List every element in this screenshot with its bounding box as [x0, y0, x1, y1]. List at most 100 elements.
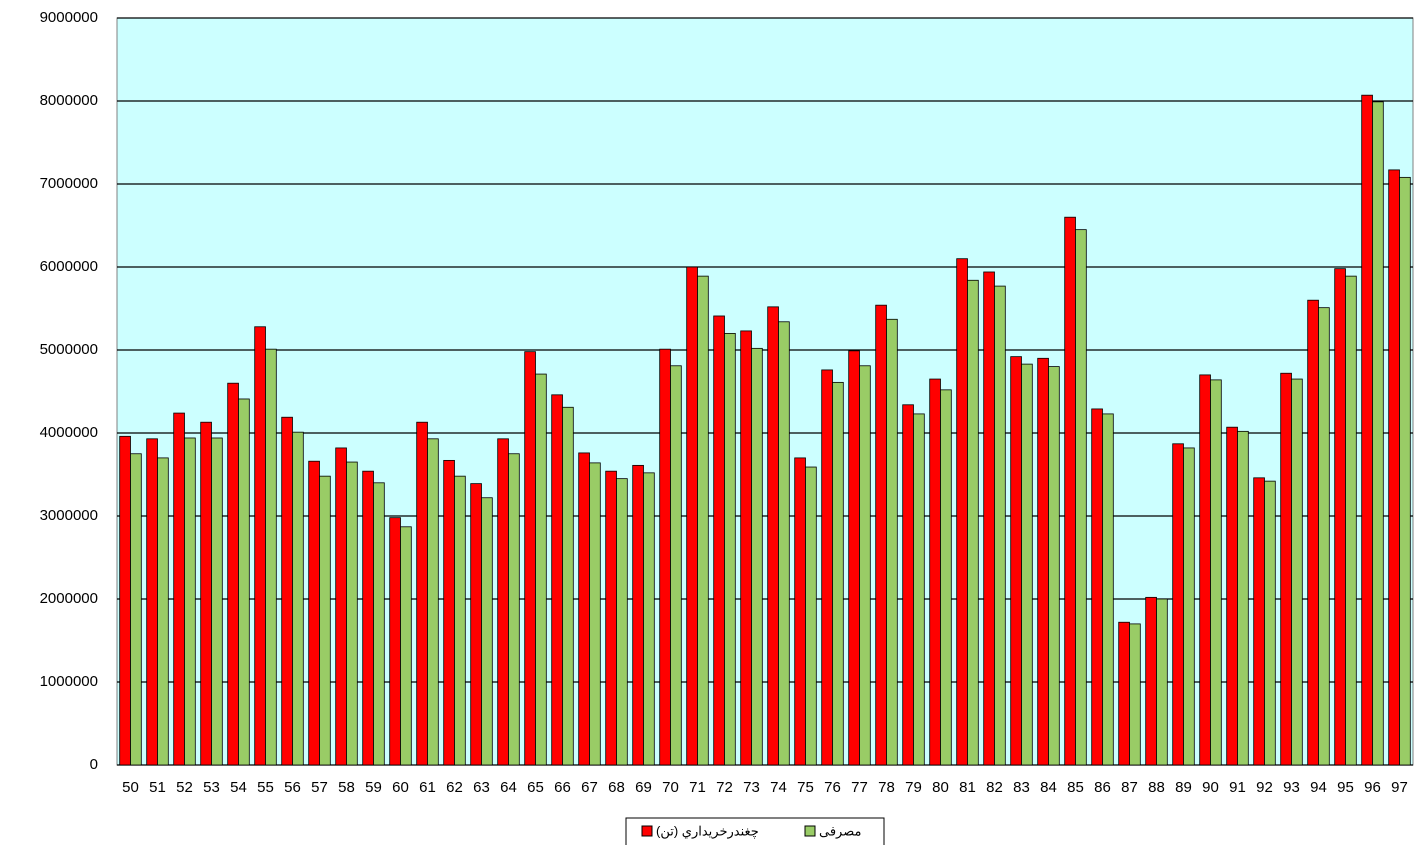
x-tick-label: 53 [203, 779, 220, 796]
x-tick-label: 63 [473, 779, 490, 796]
bar [319, 475, 331, 766]
bar [697, 275, 709, 766]
bar [1264, 480, 1276, 766]
bar [832, 381, 844, 766]
y-tick-label: 0 [90, 756, 98, 773]
legend-label: چغندرخريداري (تن) [656, 823, 759, 839]
bar [1102, 413, 1114, 766]
bar [454, 475, 466, 766]
bar [1091, 408, 1103, 766]
bar [589, 462, 601, 766]
bar [670, 365, 682, 766]
bar [200, 421, 212, 766]
y-tick-label: 2000000 [40, 590, 98, 607]
bar [281, 416, 293, 766]
x-tick-label: 60 [392, 779, 409, 796]
x-tick-label: 59 [365, 779, 382, 796]
x-tick-label: 73 [743, 779, 760, 796]
bar [157, 457, 169, 766]
bar [1280, 372, 1292, 766]
bar [389, 517, 401, 766]
bar [119, 435, 131, 766]
bar [632, 464, 644, 766]
bar [497, 438, 509, 766]
bar [940, 389, 952, 766]
bar [562, 406, 574, 766]
x-tick-label: 58 [338, 779, 355, 796]
x-tick-label: 97 [1391, 779, 1408, 796]
bar [643, 472, 655, 766]
bar [794, 457, 806, 766]
bar [983, 271, 995, 766]
y-tick-label: 3000000 [40, 507, 98, 524]
x-tick-label: 66 [554, 779, 571, 796]
x-tick-label: 61 [419, 779, 436, 796]
x-tick-label: 67 [581, 779, 598, 796]
x-tick-label: 56 [284, 779, 301, 796]
bar [886, 318, 898, 766]
bar [578, 452, 590, 766]
bar [1237, 430, 1249, 766]
bar [508, 453, 520, 766]
x-tick-label: 72 [716, 779, 733, 796]
x-tick-label: 50 [122, 779, 139, 796]
bar [875, 304, 887, 766]
x-tick-label: 89 [1175, 779, 1192, 796]
y-tick-label: 9000000 [40, 9, 98, 26]
bar [1010, 356, 1022, 766]
bar [659, 348, 671, 766]
bar [524, 351, 536, 766]
bar [1129, 623, 1141, 766]
bar [146, 438, 158, 766]
x-tick-label: 81 [959, 779, 976, 796]
bar [1037, 357, 1049, 766]
bar [751, 347, 763, 766]
x-tick-label: 71 [689, 779, 706, 796]
x-tick-label: 94 [1310, 779, 1327, 796]
bar [778, 321, 790, 766]
bar [616, 478, 628, 766]
bar [1399, 176, 1411, 766]
x-tick-label: 75 [797, 779, 814, 796]
x-tick-label: 93 [1283, 779, 1300, 796]
x-tick-label: 78 [878, 779, 895, 796]
bar [740, 330, 752, 766]
bar [254, 326, 266, 766]
bar [724, 332, 736, 766]
x-tick-label: 83 [1013, 779, 1030, 796]
y-tick-label: 5000000 [40, 341, 98, 358]
bar [902, 404, 914, 766]
x-tick-label: 70 [662, 779, 679, 796]
bar [1048, 366, 1060, 766]
bar [470, 483, 482, 766]
bar [400, 526, 412, 766]
bar [1388, 169, 1400, 766]
bar [994, 285, 1006, 766]
bar [443, 459, 455, 766]
bar [859, 365, 871, 766]
x-tick-label: 79 [905, 779, 922, 796]
bar [427, 438, 439, 766]
bar [535, 373, 547, 766]
bar [913, 413, 925, 766]
x-tick-label: 86 [1094, 779, 1111, 796]
bar [1253, 477, 1265, 766]
bar [805, 466, 817, 766]
bar [1064, 216, 1076, 766]
bar [956, 258, 968, 766]
bar [686, 266, 698, 766]
x-tick-label: 76 [824, 779, 841, 796]
bar [1291, 378, 1303, 766]
bar [1145, 596, 1157, 766]
bar [821, 369, 833, 766]
bar [1172, 443, 1184, 766]
x-tick-label: 55 [257, 779, 274, 796]
legend-box [625, 817, 885, 845]
bar [713, 315, 725, 766]
bar [481, 497, 493, 766]
x-tick-label: 80 [932, 779, 949, 796]
y-tick-label: 7000000 [40, 175, 98, 192]
bar [184, 437, 196, 766]
bar [967, 279, 979, 766]
bar [308, 460, 320, 766]
